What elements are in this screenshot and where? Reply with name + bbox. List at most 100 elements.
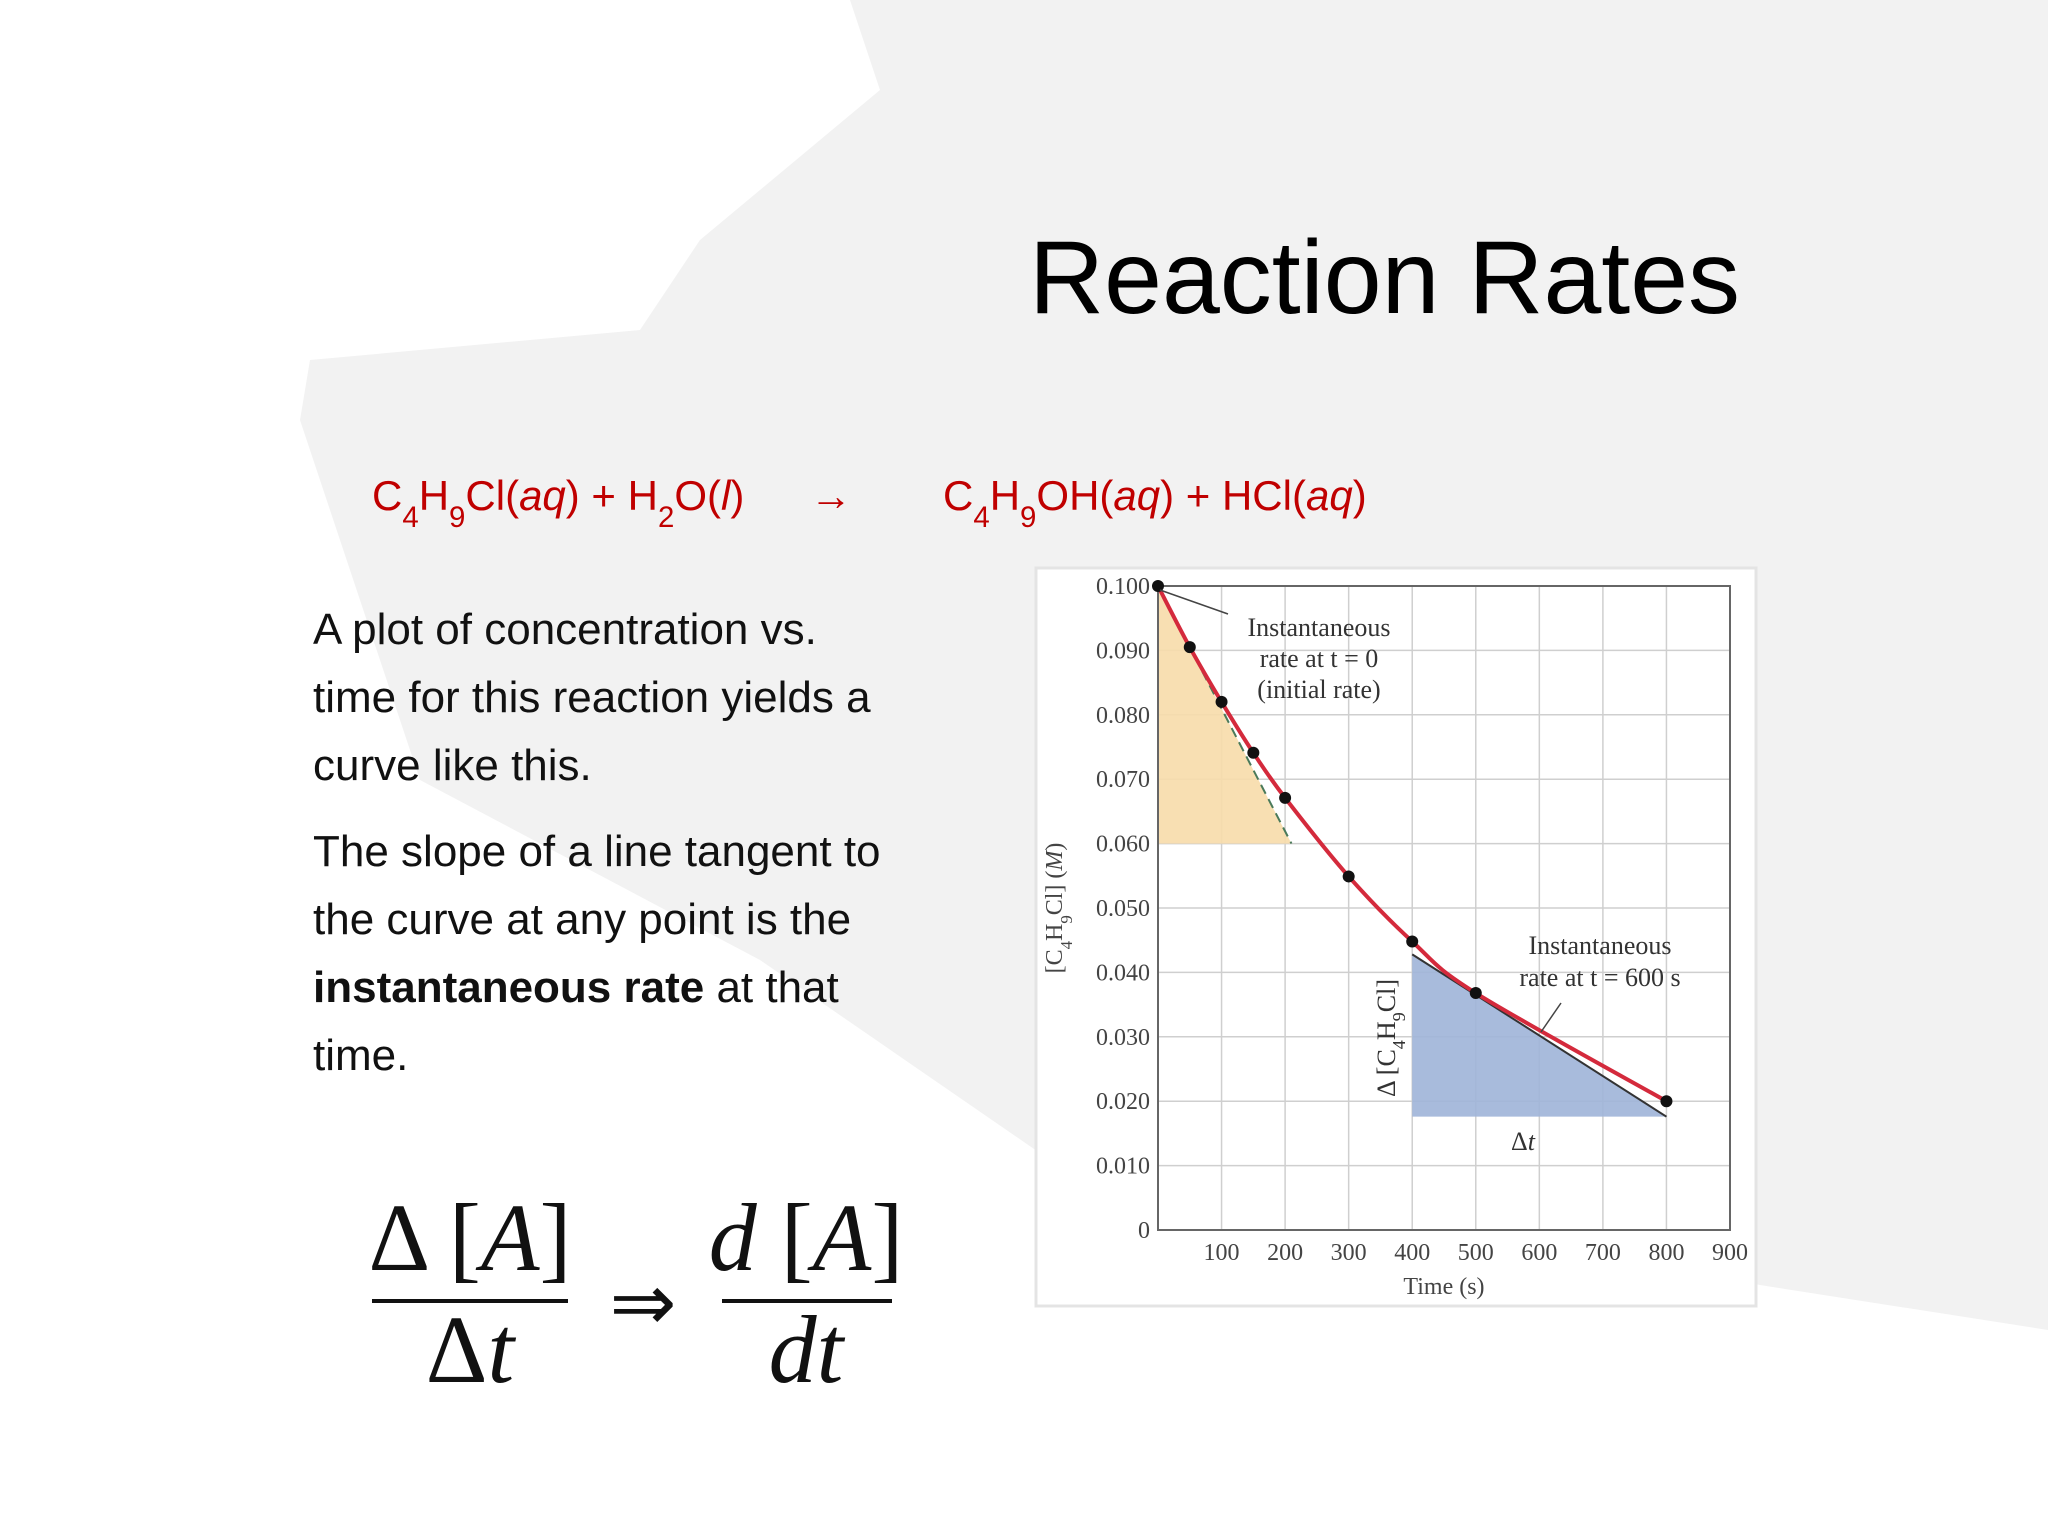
slide-title: Reaction Rates — [1029, 220, 1740, 336]
y-tick-label: 0.060 — [1096, 832, 1150, 858]
text-segment: 4 — [402, 501, 418, 534]
text-segment: The slope of a line tangent to — [313, 827, 881, 876]
text-segment: OH( — [1036, 472, 1113, 519]
x-tick-label: 300 — [1331, 1240, 1367, 1266]
data-point — [1152, 580, 1164, 592]
annotation: Instantaneous — [1248, 613, 1391, 642]
x-tick-label: 600 — [1521, 1240, 1557, 1266]
y-tick-label: 0.030 — [1096, 1025, 1150, 1051]
text-segment: H — [990, 472, 1020, 519]
equation-reactants: C4H9Cl(aq) + H2O(l) — [372, 472, 744, 534]
text-line: time for this reaction yields a — [313, 664, 1033, 732]
text-segment: C — [943, 472, 973, 519]
formula-numerator: Δ [A] — [368, 1184, 571, 1291]
text-segment: 9 — [1057, 915, 1076, 923]
text-segment: [C — [1042, 949, 1068, 973]
data-point — [1279, 791, 1292, 804]
data-point — [1247, 746, 1260, 759]
y-axis-label: [C4H9Cl] (M) — [1042, 843, 1076, 974]
y-tick-label: 0.050 — [1096, 896, 1150, 922]
formula-numerator: d [A] — [709, 1184, 904, 1291]
formula-denominator: dt — [769, 1296, 846, 1403]
text-segment: at that — [704, 963, 839, 1012]
paragraph: A plot of concentration vs. time for this… — [313, 596, 1033, 800]
text-segment: H — [1042, 924, 1068, 941]
text-segment: M — [1042, 849, 1068, 872]
y-tick-label: 0.020 — [1096, 1089, 1150, 1115]
text-segment: l — [721, 472, 732, 519]
text-segment: Δ — [1511, 1127, 1528, 1156]
text-segment: 4 — [973, 501, 989, 534]
text-segment: 2 — [658, 501, 674, 534]
text-segment: 4 — [1057, 940, 1076, 949]
text-segment: Δ [C — [1372, 1049, 1401, 1097]
text-segment: time. — [313, 1031, 409, 1080]
text-segment: ) + H — [566, 472, 658, 519]
annotation: Instantaneous — [1529, 931, 1672, 960]
y-tick-label: 0 — [1138, 1218, 1150, 1244]
text-segment: the curve at any point is the — [313, 895, 852, 944]
text-segment: t — [488, 1296, 517, 1403]
text-segment: Cl( — [465, 472, 519, 519]
x-tick-label: 500 — [1458, 1240, 1494, 1266]
x-tick-label: 800 — [1648, 1240, 1684, 1266]
text-segment: 9 — [1389, 1012, 1409, 1021]
y-tick-label: 0.090 — [1096, 638, 1150, 664]
text-segment: 9 — [1020, 501, 1036, 534]
text-segment: [ — [757, 1184, 813, 1291]
y-tick-label: 0.080 — [1096, 703, 1150, 729]
text-segment: 4 — [1389, 1040, 1409, 1049]
text-segment: 9 — [449, 501, 465, 534]
y-tick-label: 0.040 — [1096, 960, 1150, 986]
text-segment: aq — [1113, 472, 1160, 519]
annotation-pointer — [1540, 1002, 1562, 1033]
text-segment: curve like this. — [313, 741, 592, 790]
y-tick-label: 0.100 — [1096, 574, 1150, 600]
text-segment: ] — [540, 1184, 572, 1291]
text-segment: time for this reaction yields a — [313, 673, 871, 722]
y-tick-label: 0.070 — [1096, 767, 1150, 793]
x-tick-label: 700 — [1585, 1240, 1621, 1266]
text-line: curve like this. — [313, 732, 1033, 800]
body-text: A plot of concentration vs. time for this… — [313, 596, 1033, 1108]
text-segment: Cl] ( — [1042, 871, 1068, 916]
annotation: rate at t = 600 s — [1519, 963, 1680, 992]
text-segment: O( — [674, 472, 721, 519]
text-segment: aq — [519, 472, 566, 519]
delta-x-label: Δt — [1511, 1127, 1536, 1156]
data-point — [1215, 695, 1228, 708]
text-line: time. — [313, 1022, 1033, 1090]
text-line: A plot of concentration vs. — [313, 596, 1033, 664]
text-segment: d — [709, 1184, 758, 1291]
text-segment: H — [419, 472, 449, 519]
x-tick-label: 100 — [1204, 1240, 1240, 1266]
annotation: (initial rate) — [1257, 675, 1380, 704]
text-line: The slope of a line tangent to — [313, 818, 1033, 886]
data-point — [1660, 1095, 1673, 1108]
x-axis-label: Time (s) — [1403, 1274, 1484, 1300]
text-segment: ) — [1353, 472, 1367, 519]
data-point — [1406, 935, 1419, 948]
text-segment: t — [1528, 1127, 1536, 1156]
chart-background — [1034, 566, 1758, 1308]
formula-implies: ⇒ — [609, 1260, 676, 1348]
text-segment: Δ [ — [368, 1184, 480, 1291]
text-segment: ) — [1042, 843, 1068, 851]
text-segment: H — [1372, 1021, 1401, 1040]
equation-products: C4H9OH(aq) + HCl(aq) — [943, 472, 1367, 534]
plot-frame — [1157, 585, 1731, 1231]
text-segment: aq — [1306, 472, 1353, 519]
text-segment: ] — [871, 1184, 903, 1291]
y-tick-label: 0.010 — [1096, 1154, 1150, 1180]
text-line: instantaneous rate at that — [313, 954, 1033, 1022]
text-segment: ) — [730, 472, 744, 519]
x-tick-label: 900 — [1712, 1240, 1748, 1266]
text-segment: A plot of concentration vs. — [313, 605, 817, 654]
data-point — [1183, 641, 1196, 654]
text-segment: A — [475, 1184, 540, 1291]
annotation: rate at t = 0 — [1260, 644, 1379, 673]
text-segment: C — [372, 472, 402, 519]
text-segment: dt — [769, 1296, 846, 1403]
x-tick-label: 400 — [1394, 1240, 1430, 1266]
